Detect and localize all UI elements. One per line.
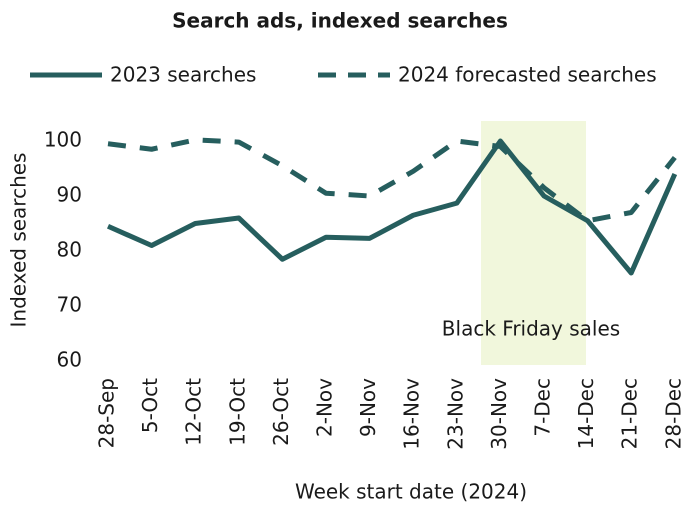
x-tick-label: 5-Oct bbox=[138, 378, 162, 433]
x-tick-label: 14-Dec bbox=[574, 378, 598, 449]
y-tick-label: 60 bbox=[57, 348, 82, 372]
y-tick-label: 90 bbox=[57, 183, 82, 207]
highlight-band bbox=[481, 121, 586, 365]
legend-label: 2023 searches bbox=[110, 63, 256, 87]
x-tick-label: 2-Nov bbox=[313, 378, 337, 437]
x-tick-label: 21-Dec bbox=[618, 378, 642, 449]
y-tick-label: 100 bbox=[44, 128, 82, 152]
x-tick-label: 30-Nov bbox=[487, 378, 511, 450]
x-axis-label: Week start date (2024) bbox=[295, 480, 527, 504]
x-tick-label: 9-Nov bbox=[356, 378, 380, 437]
x-tick-label: 19-Oct bbox=[225, 378, 249, 446]
x-tick-label: 23-Nov bbox=[443, 378, 467, 450]
y-tick-label: 70 bbox=[57, 293, 82, 317]
series-line bbox=[107, 137, 677, 224]
legend-label: 2024 forecasted searches bbox=[398, 63, 657, 87]
y-axis-label: Indexed searches bbox=[7, 153, 31, 328]
x-tick-label: 7-Dec bbox=[531, 378, 555, 437]
x-tick-label: 28-Sep bbox=[95, 378, 119, 448]
x-tick-label: 28-Dec bbox=[661, 378, 681, 449]
x-tick-label: 16-Nov bbox=[400, 378, 424, 450]
series-line bbox=[106, 138, 678, 276]
chart-title: Search ads, indexed searches bbox=[172, 9, 508, 33]
y-tick-label: 80 bbox=[57, 238, 82, 262]
x-tick-label: 26-Oct bbox=[269, 378, 293, 446]
annotation: Black Friday sales bbox=[442, 317, 620, 341]
x-tick-label: 12-Oct bbox=[182, 378, 206, 446]
